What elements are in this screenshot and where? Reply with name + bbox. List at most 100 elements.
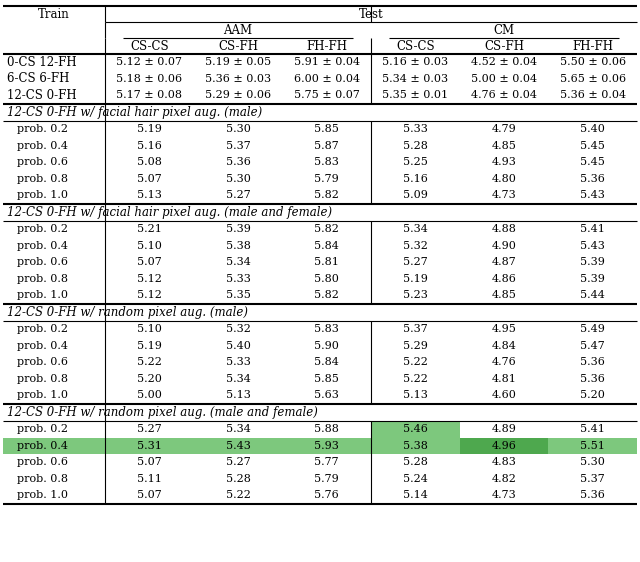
Text: 5.10: 5.10 xyxy=(137,241,162,251)
Text: 5.83: 5.83 xyxy=(314,324,339,334)
Text: prob. 0.2: prob. 0.2 xyxy=(17,124,68,134)
Text: 5.85: 5.85 xyxy=(314,124,339,134)
Text: 4.93: 4.93 xyxy=(492,157,516,167)
Text: 5.34: 5.34 xyxy=(225,374,250,384)
Text: 5.87: 5.87 xyxy=(314,140,339,151)
Text: 5.12: 5.12 xyxy=(137,274,162,284)
Text: 4.86: 4.86 xyxy=(492,274,516,284)
Text: 12-CS 0-FH w/ random pixel aug. (male): 12-CS 0-FH w/ random pixel aug. (male) xyxy=(7,306,248,319)
Text: 5.39: 5.39 xyxy=(580,274,605,284)
Text: 5.29 ± 0.06: 5.29 ± 0.06 xyxy=(205,90,271,100)
Text: prob. 0.4: prob. 0.4 xyxy=(17,241,68,251)
Text: 5.23: 5.23 xyxy=(403,290,428,300)
Text: prob. 1.0: prob. 1.0 xyxy=(17,490,68,500)
Text: 5.09: 5.09 xyxy=(403,191,428,200)
Text: 4.79: 4.79 xyxy=(492,124,516,134)
Text: prob. 0.4: prob. 0.4 xyxy=(17,441,68,451)
Text: 5.44: 5.44 xyxy=(580,290,605,300)
Text: 5.80: 5.80 xyxy=(314,274,339,284)
Text: 5.28: 5.28 xyxy=(403,457,428,467)
Text: 5.29: 5.29 xyxy=(403,341,428,351)
Text: 5.07: 5.07 xyxy=(137,174,162,184)
Text: 5.30: 5.30 xyxy=(580,457,605,467)
Text: 4.89: 4.89 xyxy=(492,424,516,434)
Text: AAM: AAM xyxy=(223,24,253,37)
Text: 5.22: 5.22 xyxy=(137,357,162,367)
Text: 5.36: 5.36 xyxy=(580,357,605,367)
Text: 4.52 ± 0.04: 4.52 ± 0.04 xyxy=(471,57,537,67)
Text: 5.51: 5.51 xyxy=(580,441,605,451)
Text: 5.45: 5.45 xyxy=(580,157,605,167)
Text: prob. 1.0: prob. 1.0 xyxy=(17,290,68,300)
Text: prob. 0.8: prob. 0.8 xyxy=(17,174,68,184)
Text: prob. 0.4: prob. 0.4 xyxy=(17,140,68,151)
Text: 5.81: 5.81 xyxy=(314,257,339,268)
Text: 5.16 ± 0.03: 5.16 ± 0.03 xyxy=(382,57,449,67)
Text: 4.88: 4.88 xyxy=(492,224,516,234)
Text: 5.43: 5.43 xyxy=(580,191,605,200)
Text: 12-CS 0-FH w/ facial hair pixel aug. (male): 12-CS 0-FH w/ facial hair pixel aug. (ma… xyxy=(7,106,262,119)
Text: 4.80: 4.80 xyxy=(492,174,516,184)
Text: 5.27: 5.27 xyxy=(226,457,250,467)
Text: 5.00: 5.00 xyxy=(137,390,162,400)
Text: 4.96: 4.96 xyxy=(492,441,516,451)
Text: 5.37: 5.37 xyxy=(580,474,605,484)
Text: prob. 0.2: prob. 0.2 xyxy=(17,224,68,234)
Text: 12-CS 0-FH w/ random pixel aug. (male and female): 12-CS 0-FH w/ random pixel aug. (male an… xyxy=(7,406,318,419)
Text: 5.30: 5.30 xyxy=(225,174,250,184)
Text: 4.83: 4.83 xyxy=(492,457,516,467)
Text: 5.79: 5.79 xyxy=(314,474,339,484)
Text: prob. 0.6: prob. 0.6 xyxy=(17,457,68,467)
Text: 5.20: 5.20 xyxy=(137,374,162,384)
Text: prob. 0.8: prob. 0.8 xyxy=(17,374,68,384)
Text: 5.28: 5.28 xyxy=(403,140,428,151)
Text: 5.22: 5.22 xyxy=(225,490,250,500)
Text: 5.38: 5.38 xyxy=(225,241,250,251)
Text: 5.18 ± 0.06: 5.18 ± 0.06 xyxy=(116,74,182,84)
Text: 5.84: 5.84 xyxy=(314,241,339,251)
Text: 5.36: 5.36 xyxy=(580,490,605,500)
Text: 5.17 ± 0.08: 5.17 ± 0.08 xyxy=(116,90,182,100)
Text: 4.85: 4.85 xyxy=(492,290,516,300)
Text: 5.38: 5.38 xyxy=(403,441,428,451)
Text: 5.83: 5.83 xyxy=(314,157,339,167)
Text: 4.84: 4.84 xyxy=(492,341,516,351)
Text: 5.12 ± 0.07: 5.12 ± 0.07 xyxy=(116,57,182,67)
Text: 5.77: 5.77 xyxy=(314,457,339,467)
Text: CS-FH: CS-FH xyxy=(484,39,524,52)
Text: CS-FH: CS-FH xyxy=(218,39,258,52)
Text: 5.82: 5.82 xyxy=(314,191,339,200)
Text: 12-CS 0-FH w/ facial hair pixel aug. (male and female): 12-CS 0-FH w/ facial hair pixel aug. (ma… xyxy=(7,206,332,219)
Text: 5.35: 5.35 xyxy=(225,290,250,300)
Text: 4.73: 4.73 xyxy=(492,191,516,200)
Text: 5.84: 5.84 xyxy=(314,357,339,367)
Text: 5.40: 5.40 xyxy=(225,341,250,351)
Bar xyxy=(3,437,637,454)
Text: 5.33: 5.33 xyxy=(403,124,428,134)
Bar xyxy=(371,421,460,437)
Text: 4.87: 4.87 xyxy=(492,257,516,268)
Text: 5.82: 5.82 xyxy=(314,290,339,300)
Text: FH-FH: FH-FH xyxy=(306,39,347,52)
Text: 5.76: 5.76 xyxy=(314,490,339,500)
Text: 5.43: 5.43 xyxy=(580,241,605,251)
Text: 4.76: 4.76 xyxy=(492,357,516,367)
Text: 5.34: 5.34 xyxy=(225,257,250,268)
Text: CS-CS: CS-CS xyxy=(130,39,169,52)
Text: 4.81: 4.81 xyxy=(492,374,516,384)
Text: prob. 1.0: prob. 1.0 xyxy=(17,191,68,200)
Text: prob. 1.0: prob. 1.0 xyxy=(17,390,68,400)
Text: 5.32: 5.32 xyxy=(225,324,250,334)
Text: 5.93: 5.93 xyxy=(314,441,339,451)
Text: 5.35 ± 0.01: 5.35 ± 0.01 xyxy=(382,90,449,100)
Text: 5.11: 5.11 xyxy=(137,474,162,484)
Text: 6-CS 6-FH: 6-CS 6-FH xyxy=(7,72,69,85)
Text: 5.22: 5.22 xyxy=(403,357,428,367)
Text: 5.39: 5.39 xyxy=(225,224,250,234)
Text: 5.27: 5.27 xyxy=(226,191,250,200)
Text: 5.33: 5.33 xyxy=(225,274,250,284)
Text: 5.24: 5.24 xyxy=(403,474,428,484)
Text: 5.19: 5.19 xyxy=(137,341,162,351)
Text: 5.34 ± 0.03: 5.34 ± 0.03 xyxy=(382,74,449,84)
Text: 5.00 ± 0.04: 5.00 ± 0.04 xyxy=(471,74,537,84)
